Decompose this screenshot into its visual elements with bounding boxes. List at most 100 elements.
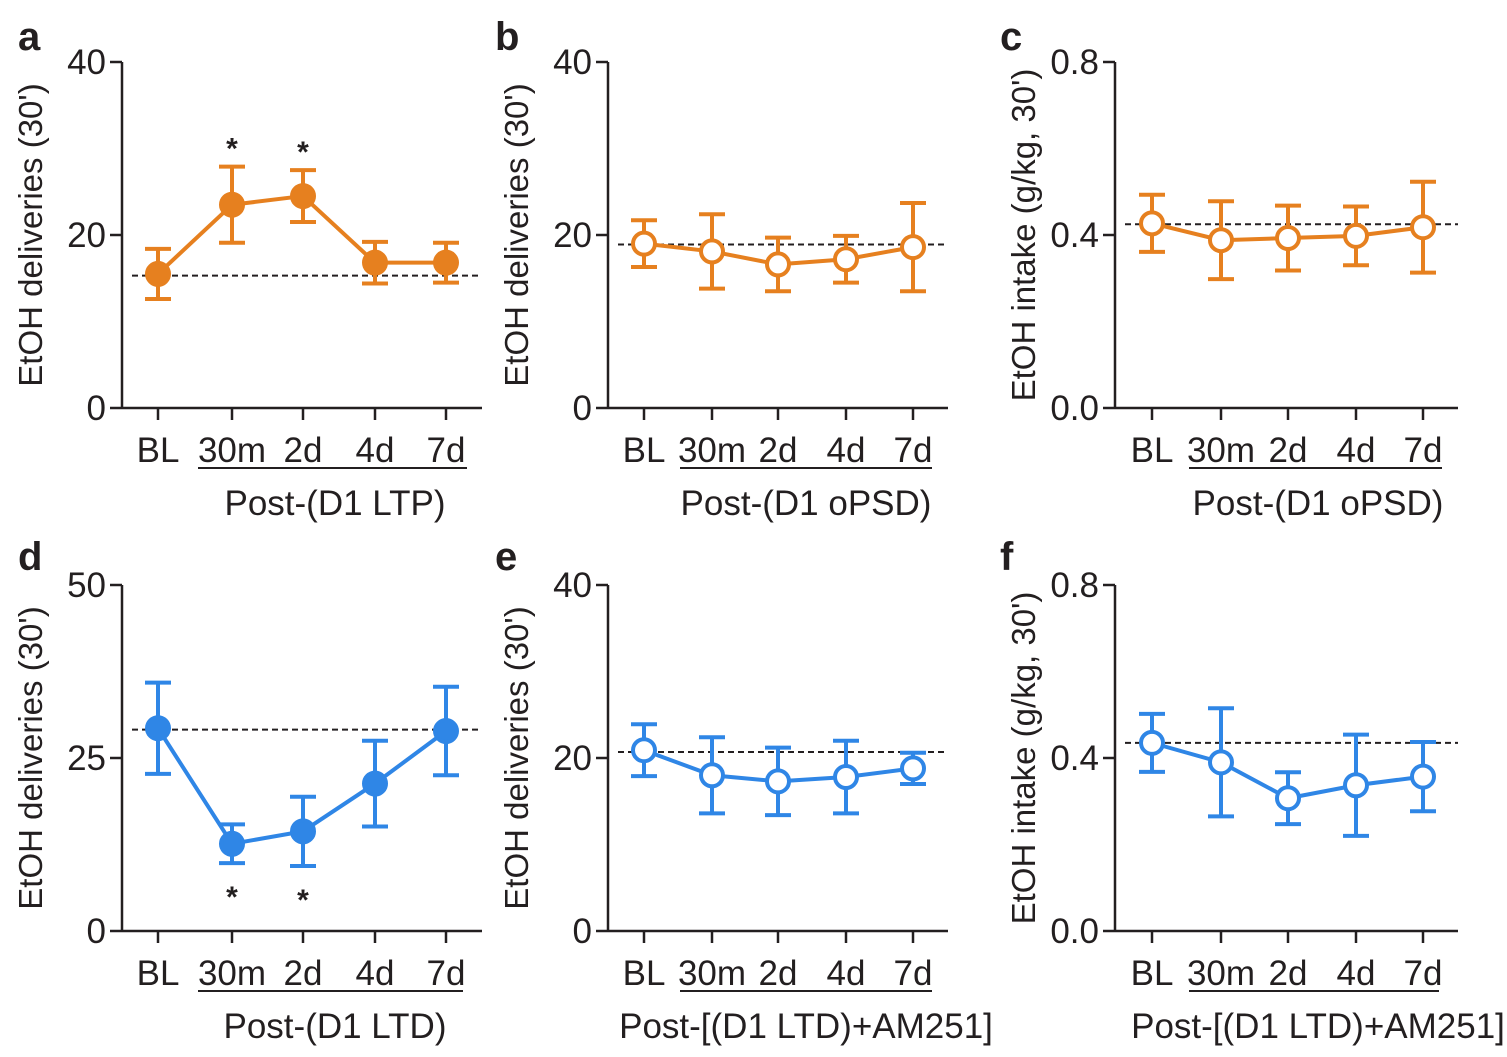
x-tick-label: 7d <box>427 954 466 993</box>
panel-d: d 0 25 50 EtOH deliveries (30') BL 30m 2d 4d 7d Po… <box>12 535 482 1046</box>
data-point <box>1410 763 1436 790</box>
y-tick-label: 50 <box>67 566 106 605</box>
panel-letter: a <box>18 15 41 59</box>
y-axis-label: EtOH deliveries (30') <box>498 606 535 909</box>
x-axis-label: Post-[(D1 LTD)+AM251] <box>1131 1007 1505 1046</box>
x-tick-label: 7d <box>894 954 933 993</box>
y-tick-label: 0.4 <box>1050 739 1099 778</box>
data-point <box>1275 225 1301 252</box>
data-point <box>362 249 388 276</box>
x-axis-label: Post-(D1 oPSD) <box>681 484 932 523</box>
x-tick-label: 4d <box>1337 954 1376 993</box>
panel-letter: c <box>1000 15 1022 59</box>
x-tick-label: 30m <box>198 954 266 993</box>
panel-a: a 0 20 40 EtOH deliveries (30') BL 30m 2d 4d 7d Po… <box>12 15 482 523</box>
data-point <box>1139 729 1165 756</box>
data-point <box>145 715 171 742</box>
y-tick-label: 0 <box>573 389 592 428</box>
x-tick-label: 30m <box>1187 954 1255 993</box>
y-tick-label: 40 <box>67 43 106 82</box>
y-axis-label: EtOH intake (g/kg, 30') <box>1005 592 1042 925</box>
data-point <box>1139 210 1165 237</box>
x-axis-label: Post-(D1 oPSD) <box>1193 484 1444 523</box>
panel-letter: f <box>1000 535 1014 579</box>
data-point <box>1208 227 1234 254</box>
data-point <box>219 191 245 218</box>
panel-letter: e <box>495 535 517 579</box>
x-tick-label: 2d <box>1269 431 1308 470</box>
y-tick-label: 40 <box>553 566 592 605</box>
x-tick-label: 30m <box>678 431 746 470</box>
significance-star: * <box>226 133 238 166</box>
y-tick-label: 0.8 <box>1050 566 1099 605</box>
significance-star: * <box>297 136 309 169</box>
data-point <box>900 234 926 261</box>
y-axis-label: EtOH intake (g/kg, 30') <box>1005 69 1042 402</box>
y-tick-label: 20 <box>553 216 592 255</box>
x-tick-label: 2d <box>284 954 323 993</box>
data-point <box>290 818 316 845</box>
x-tick-label: 7d <box>894 431 933 470</box>
y-tick-label: 0 <box>573 912 592 951</box>
x-tick-label: 7d <box>1404 954 1443 993</box>
data-point <box>1343 222 1369 249</box>
data-point <box>765 768 791 795</box>
y-axis-label: EtOH deliveries (30') <box>12 83 49 386</box>
data-point <box>433 718 459 745</box>
data-point <box>1343 772 1369 799</box>
data-point <box>1410 214 1436 241</box>
y-tick-label: 20 <box>553 739 592 778</box>
x-axis-label: Post-(D1 LTP) <box>224 484 445 523</box>
data-point <box>765 251 791 278</box>
significance-star: * <box>297 884 309 917</box>
y-tick-label: 0.0 <box>1050 389 1099 428</box>
x-tick-label: BL <box>1131 954 1174 993</box>
panel-b: b 0 20 40 EtOH deliveries (30') BL 30m 2d 4d 7d Po… <box>495 15 948 523</box>
x-tick-label: BL <box>623 431 666 470</box>
x-tick-label: BL <box>1131 431 1174 470</box>
x-tick-label: BL <box>623 954 666 993</box>
y-tick-label: 25 <box>67 739 106 778</box>
data-point <box>433 249 459 276</box>
x-tick-label: BL <box>137 954 180 993</box>
x-tick-label: 2d <box>1269 954 1308 993</box>
data-point <box>1275 785 1301 812</box>
y-tick-label: 40 <box>553 43 592 82</box>
y-tick-label: 0 <box>87 912 106 951</box>
panel-letter: b <box>495 15 519 59</box>
data-point <box>833 764 859 791</box>
x-tick-label: 7d <box>1404 431 1443 470</box>
y-axis-label: EtOH deliveries (30') <box>498 83 535 386</box>
x-tick-label: 30m <box>198 431 266 470</box>
x-tick-label: 30m <box>1187 431 1255 470</box>
data-point <box>900 755 926 782</box>
x-tick-label: 4d <box>827 954 866 993</box>
data-point <box>699 238 725 265</box>
data-point <box>145 260 171 287</box>
panel-e: e 0 20 40 EtOH deliveries (30') BL 30m 2d 4d 7d Po… <box>495 535 993 1046</box>
data-point <box>1208 749 1234 776</box>
x-tick-label: 7d <box>427 431 466 470</box>
x-tick-label: 4d <box>356 954 395 993</box>
data-point <box>290 183 316 210</box>
panel-letter: d <box>18 535 42 579</box>
y-tick-label: 0 <box>87 389 106 428</box>
y-tick-label: 0.4 <box>1050 216 1099 255</box>
y-tick-label: 0.0 <box>1050 912 1099 951</box>
y-tick-label: 0.8 <box>1050 43 1099 82</box>
x-axis-label: Post-(D1 LTD) <box>224 1007 447 1046</box>
x-tick-label: 2d <box>759 954 798 993</box>
x-tick-label: 30m <box>678 954 746 993</box>
data-point <box>631 230 657 257</box>
x-tick-label: 4d <box>1337 431 1376 470</box>
y-axis-label: EtOH deliveries (30') <box>12 606 49 909</box>
x-tick-label: 4d <box>827 431 866 470</box>
y-tick-label: 20 <box>67 216 106 255</box>
x-tick-label: 2d <box>759 431 798 470</box>
data-point <box>362 770 388 797</box>
data-point <box>833 246 859 273</box>
data-point <box>631 737 657 764</box>
